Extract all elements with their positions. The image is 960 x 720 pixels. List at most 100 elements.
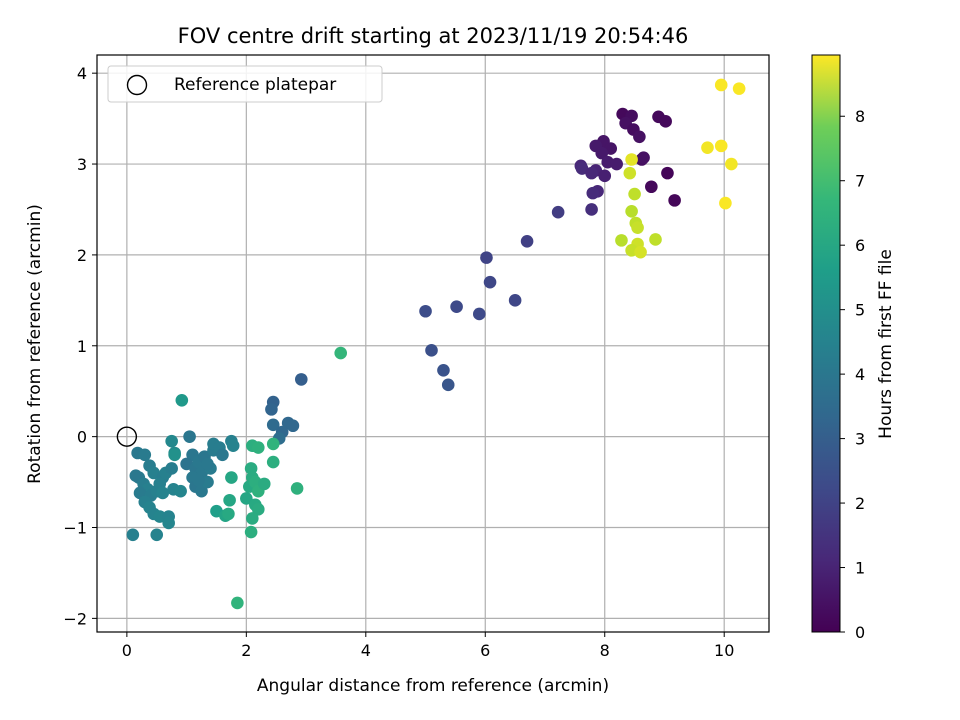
data-point [290,482,304,495]
legend: Reference platepar [107,65,383,103]
data-point [286,419,300,433]
y-axis-ticks: −2 −1 0 1 2 3 4 [63,64,97,628]
data-point [610,157,623,171]
data-point [251,503,265,516]
y-tick-label: 1 [77,337,87,356]
data-point [645,180,658,194]
data-point [165,434,178,448]
data-point [625,153,638,166]
data-point [266,437,280,451]
y-tick-label: 3 [77,155,87,174]
data-point [714,139,728,153]
data-point [223,493,236,507]
data-point [520,234,534,248]
legend-box [107,65,383,103]
data-point [701,141,714,154]
data-point [441,378,455,392]
data-point [585,203,598,216]
data-point [216,448,229,462]
colorbar-tick-label: 1 [855,559,865,578]
colorbar-tick-label: 6 [855,236,865,255]
grid-lines [97,55,769,632]
data-point [244,525,258,539]
colorbar-tick-label: 2 [855,494,865,513]
data-point [266,418,280,432]
x-tick-label: 8 [600,641,610,660]
data-point [437,364,450,377]
x-tick-label: 2 [241,641,251,660]
data-point [138,448,152,462]
colorbar-ticks: 0 1 2 3 4 5 6 7 8 [840,107,865,642]
data-point [168,448,181,462]
colorbar-label: Hours from first FF file [876,249,896,439]
data-point [162,516,175,530]
data-point [222,507,235,521]
data-point [586,186,600,200]
data-point [551,205,565,219]
y-axis-label: Rotation from reference (arcmin) [25,204,45,484]
data-point [126,528,140,542]
x-tick-label: 10 [714,641,734,660]
data-point [625,204,638,218]
colorbar-tick-label: 3 [855,430,865,449]
data-point [294,373,308,386]
x-axis-ticks: 0 2 4 6 8 10 [122,632,734,660]
reference-marker [116,426,138,447]
chart-title: FOV centre drift starting at 2023/11/19 … [178,24,689,48]
data-point [266,455,280,469]
data-point [472,307,486,321]
plot-frame [96,54,770,633]
x-tick-label: 0 [122,641,132,660]
data-point [649,233,662,246]
colorbar-gradient [811,54,841,633]
data-point [165,462,178,475]
colorbar-tick-label: 8 [855,107,865,126]
data-point [508,294,522,307]
data-point [450,300,463,313]
data-point [575,162,589,175]
y-tick-label: −1 [63,519,87,538]
data-point [265,403,278,416]
data-point [153,510,167,523]
x-tick-label: 6 [480,641,490,660]
data-point [623,166,637,180]
data-point [195,484,208,498]
data-point [257,477,271,491]
data-point [661,166,674,180]
x-tick-label: 4 [361,641,371,660]
data-point [598,169,612,183]
data-point [225,471,238,484]
y-tick-label: −2 [63,609,87,628]
y-tick-label: 0 [77,428,87,447]
data-point [231,596,244,610]
data-point [240,492,253,505]
data-point [156,486,170,500]
data-point [668,194,681,207]
data-point [183,430,196,443]
colorbar-tick-label: 0 [855,623,865,642]
reference-point [116,426,138,447]
colorbar: 0 1 2 3 4 5 6 7 8 Hours from first FF file [811,54,896,642]
data-point [150,528,164,542]
y-tick-label: 2 [77,246,87,265]
data-point [334,346,348,360]
data-point [725,157,738,171]
data-point [585,166,598,180]
y-tick-label: 4 [77,64,87,83]
data-point [192,473,205,487]
legend-marker-icon [126,74,148,96]
data-point [246,512,259,525]
data-point [714,78,728,92]
data-point [615,234,628,247]
colorbar-tick-label: 4 [855,365,865,384]
data-point [483,275,497,289]
data-point [425,344,438,357]
data-points [126,78,746,610]
data-point [174,484,187,498]
data-point [732,82,746,95]
data-point [480,251,493,264]
data-point [129,469,143,483]
data-point [633,130,646,144]
data-point [628,187,641,201]
